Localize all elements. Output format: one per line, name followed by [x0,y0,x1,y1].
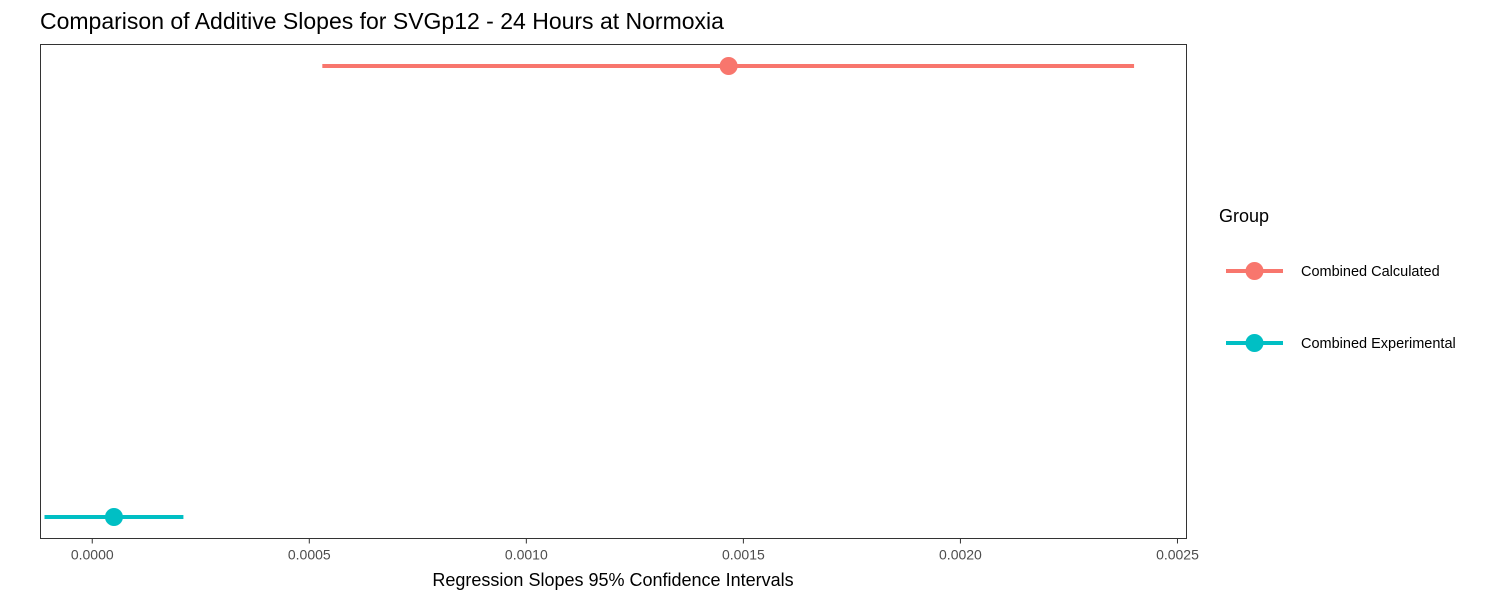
x-tick-label: 0.0010 [505,547,548,563]
estimate-point [104,508,123,526]
legend-item: Combined Experimental [1226,334,1456,352]
plot-panel-border [40,44,1187,539]
legend-label: Combined Experimental [1301,336,1456,352]
legend-label: Combined Calculated [1301,264,1440,280]
chart-title: Comparison of Additive Slopes for SVGp12… [40,8,724,34]
estimate-point [719,57,738,75]
series-layer [44,57,1135,526]
x-tick-label: 0.0020 [939,547,982,563]
legend-key-point [1245,334,1264,352]
legend-item: Combined Calculated [1226,262,1440,280]
legend-key-point [1245,262,1264,280]
x-axis-label: Regression Slopes 95% Confidence Interva… [432,570,793,590]
legend-title: Group [1219,206,1269,226]
legend-items: Combined Calculated Combined Experimental [1226,262,1456,352]
x-tick-label: 0.0005 [288,547,331,563]
x-tick-label: 0.0015 [722,547,765,563]
x-tick-label: 0.0000 [71,547,114,563]
legend: Group Combined Calculated Combined Experi… [1219,206,1456,352]
x-axis: 0.0000 0.0005 0.0010 0.0015 0.0020 0.0025 [71,538,1199,563]
x-tick-label: 0.0025 [1156,547,1199,563]
